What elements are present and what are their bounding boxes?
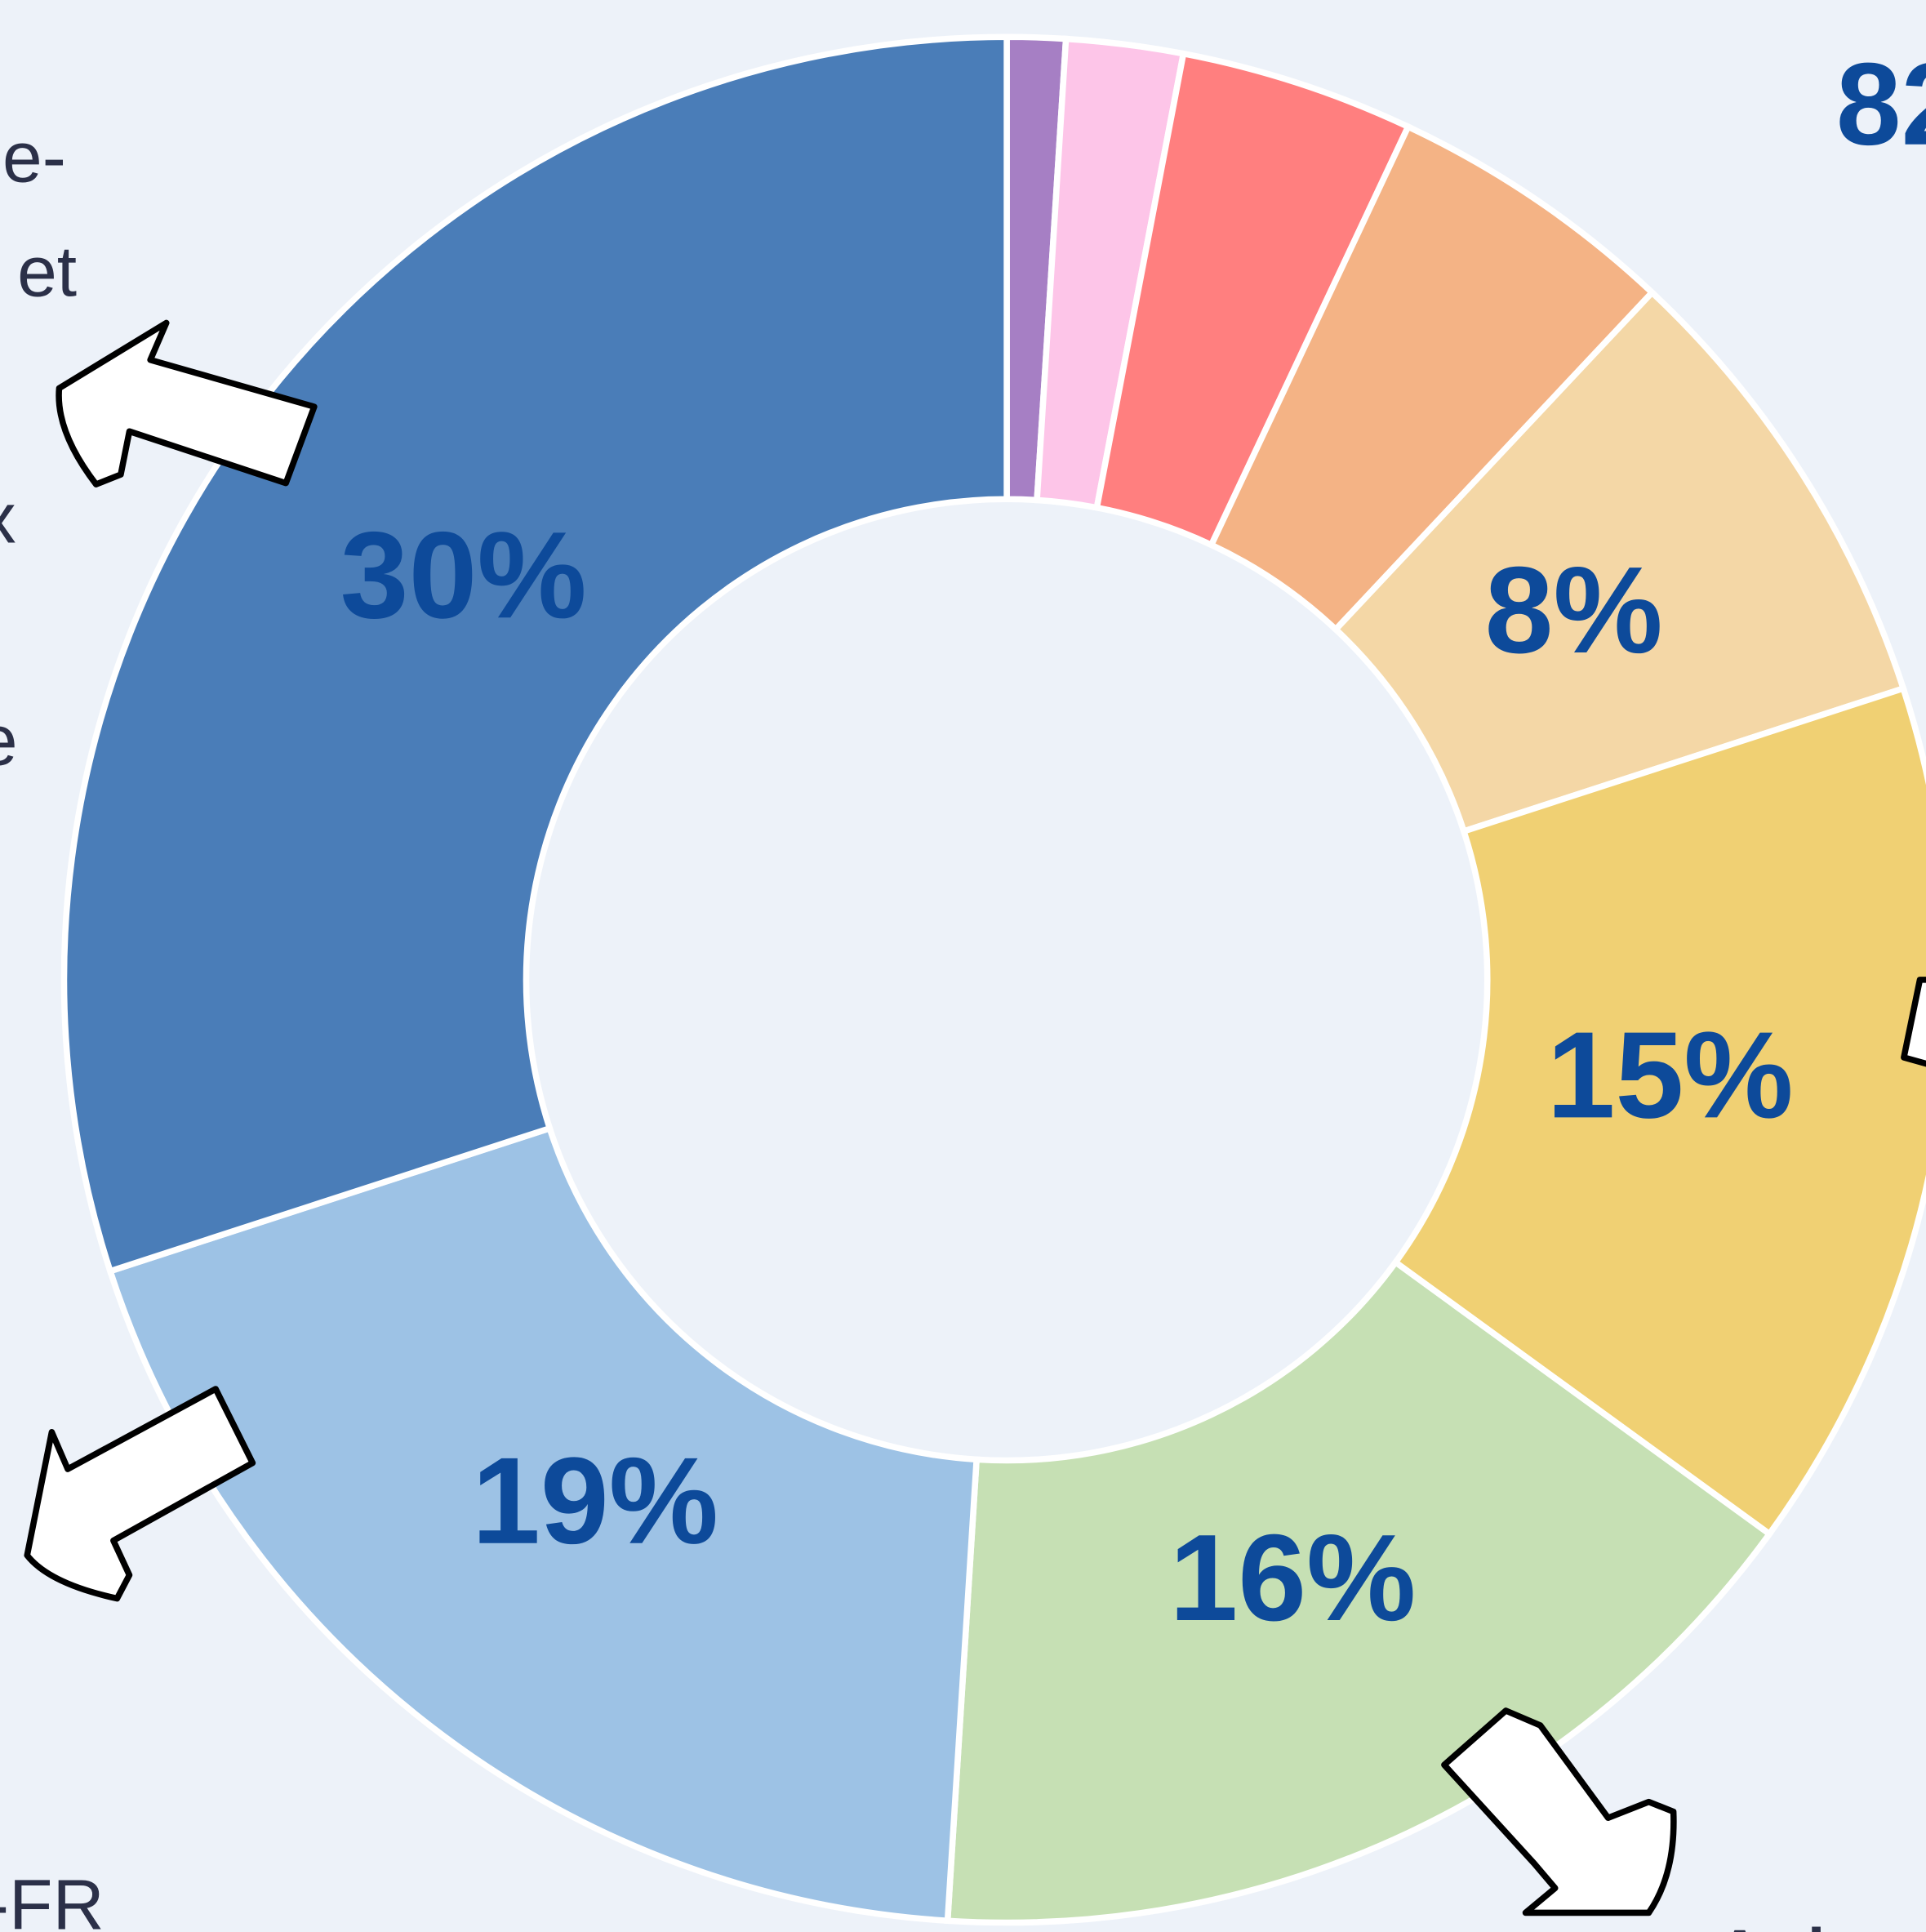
donut xyxy=(64,37,1926,1922)
total-text: 82 xyxy=(1836,39,1926,170)
slice-label: 8% xyxy=(1485,541,1663,679)
page: {"chart_data": {"type": "donut", "catego… xyxy=(0,0,1926,1932)
chart-area: 82 e- et x e -FR Ad 8% 15% 16% 19% 30% xyxy=(0,37,1926,1932)
arrow-icon xyxy=(59,323,314,484)
side-label: -FR xyxy=(0,1865,105,1932)
slice-label: 16% xyxy=(1169,1508,1416,1646)
slice-label: 30% xyxy=(340,505,587,643)
side-label: Ad xyxy=(1706,1909,1827,1932)
side-label: x xyxy=(0,479,16,559)
side-label: e- xyxy=(2,117,66,197)
side-label: et xyxy=(17,232,77,312)
slice-label: 15% xyxy=(1547,1005,1794,1143)
screen: 82 e- et x e -FR Ad 8% 15% 16% 19% 30% xyxy=(0,0,1926,1932)
slice-label: 19% xyxy=(472,1431,718,1569)
side-label: e xyxy=(0,700,18,780)
donut-slice xyxy=(64,37,1007,1271)
